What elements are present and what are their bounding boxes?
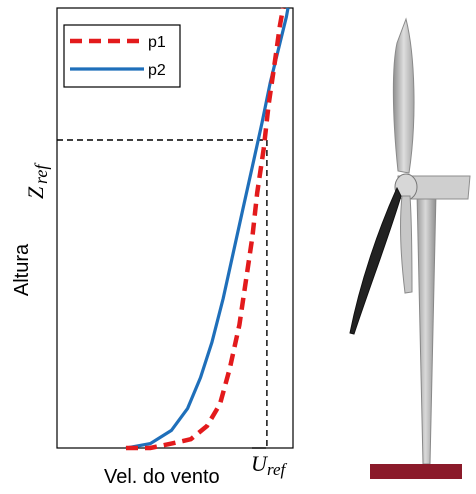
u-ref-label: U ref [251,447,288,479]
z-ref-main: Z [23,186,48,199]
x-axis-label: Vel. do vento [104,466,220,488]
turbine-top-blade [392,17,415,174]
u-ref-main: U [251,451,269,476]
plot-frame [56,7,294,449]
legend-p1-label: p1 [148,34,166,51]
turbine-lower-blade [400,195,413,294]
legend-p2-label: p2 [148,62,166,79]
legend-box [63,24,181,88]
series-p1-line [126,7,286,451]
turbine-base [370,464,462,479]
wind-profile-chart: p1 p2 Altura Z ref Vel. do vento U ref [11,7,294,488]
wind-turbine-illustration [349,17,471,479]
u-ref-subscript: ref [267,460,288,479]
legend: p1 p2 [63,24,181,88]
turbine-dark-blade [349,186,402,335]
y-axis-label: Altura [11,243,33,296]
z-ref-subscript: ref [31,162,51,184]
z-ref-label: Z ref [23,162,51,199]
